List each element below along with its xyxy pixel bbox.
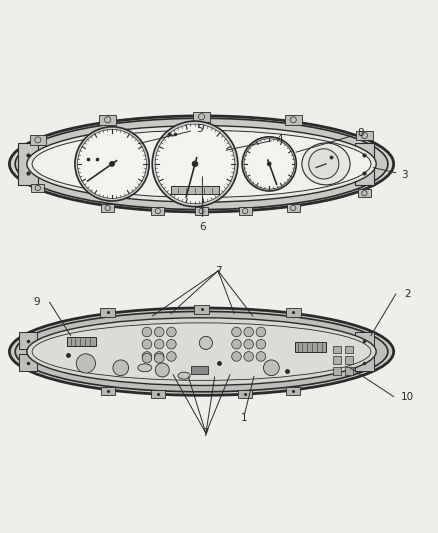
FancyBboxPatch shape <box>29 135 46 144</box>
Circle shape <box>268 162 271 166</box>
Text: 1: 1 <box>241 414 247 423</box>
FancyBboxPatch shape <box>345 357 353 364</box>
FancyBboxPatch shape <box>195 207 208 215</box>
FancyBboxPatch shape <box>31 184 44 192</box>
FancyBboxPatch shape <box>295 343 326 352</box>
Circle shape <box>256 327 266 337</box>
Circle shape <box>232 352 241 361</box>
FancyBboxPatch shape <box>355 332 374 350</box>
Circle shape <box>76 354 95 373</box>
FancyBboxPatch shape <box>356 131 373 140</box>
Text: 3: 3 <box>373 167 408 180</box>
Circle shape <box>152 121 238 207</box>
FancyBboxPatch shape <box>18 332 37 350</box>
Circle shape <box>192 161 198 166</box>
Circle shape <box>242 137 296 191</box>
Text: 7: 7 <box>215 266 222 276</box>
Circle shape <box>166 340 176 349</box>
Circle shape <box>110 161 114 166</box>
Ellipse shape <box>32 130 371 198</box>
Text: 2: 2 <box>404 289 411 299</box>
FancyBboxPatch shape <box>332 345 341 353</box>
Circle shape <box>155 363 169 377</box>
Circle shape <box>155 124 235 204</box>
Circle shape <box>166 352 176 361</box>
Circle shape <box>232 340 241 349</box>
FancyBboxPatch shape <box>193 112 210 122</box>
FancyBboxPatch shape <box>194 305 209 313</box>
Circle shape <box>142 327 152 337</box>
Circle shape <box>309 149 339 179</box>
Circle shape <box>232 327 241 337</box>
Ellipse shape <box>27 318 376 385</box>
Circle shape <box>199 336 212 350</box>
Circle shape <box>75 127 149 201</box>
Circle shape <box>154 327 164 337</box>
FancyBboxPatch shape <box>99 115 116 125</box>
FancyBboxPatch shape <box>286 387 300 395</box>
Circle shape <box>78 130 147 198</box>
Circle shape <box>166 327 176 337</box>
Circle shape <box>142 352 152 361</box>
FancyBboxPatch shape <box>238 390 252 398</box>
Text: 4: 4 <box>226 134 283 150</box>
Ellipse shape <box>15 311 388 392</box>
Ellipse shape <box>15 118 388 209</box>
Circle shape <box>154 352 164 361</box>
Circle shape <box>264 360 279 376</box>
Text: 10: 10 <box>401 392 414 401</box>
FancyBboxPatch shape <box>358 189 371 197</box>
FancyBboxPatch shape <box>355 354 374 372</box>
Circle shape <box>244 327 254 337</box>
FancyBboxPatch shape <box>101 387 115 395</box>
FancyBboxPatch shape <box>101 204 114 212</box>
Ellipse shape <box>10 116 394 212</box>
Text: 6: 6 <box>199 177 206 232</box>
Circle shape <box>244 352 254 361</box>
Ellipse shape <box>32 323 371 381</box>
FancyBboxPatch shape <box>171 187 219 195</box>
FancyBboxPatch shape <box>287 204 300 212</box>
Ellipse shape <box>302 143 350 185</box>
Text: 9: 9 <box>33 297 40 308</box>
FancyBboxPatch shape <box>345 367 353 375</box>
FancyBboxPatch shape <box>239 207 252 215</box>
FancyBboxPatch shape <box>355 143 374 184</box>
FancyBboxPatch shape <box>18 143 38 184</box>
Circle shape <box>256 340 266 349</box>
Text: 5: 5 <box>139 124 203 143</box>
FancyBboxPatch shape <box>345 345 353 353</box>
FancyBboxPatch shape <box>332 357 341 364</box>
FancyBboxPatch shape <box>285 115 301 125</box>
FancyBboxPatch shape <box>151 207 164 215</box>
FancyBboxPatch shape <box>332 367 341 375</box>
FancyBboxPatch shape <box>286 308 301 317</box>
Circle shape <box>142 340 152 349</box>
FancyBboxPatch shape <box>151 390 165 398</box>
Circle shape <box>256 352 266 361</box>
Circle shape <box>154 353 164 363</box>
Circle shape <box>113 360 129 376</box>
Circle shape <box>142 353 152 363</box>
Circle shape <box>154 340 164 349</box>
Ellipse shape <box>138 364 152 372</box>
Circle shape <box>244 139 294 189</box>
FancyBboxPatch shape <box>67 337 95 346</box>
FancyBboxPatch shape <box>18 354 37 372</box>
Ellipse shape <box>10 308 394 395</box>
FancyBboxPatch shape <box>191 366 208 374</box>
Ellipse shape <box>178 372 190 379</box>
Circle shape <box>244 340 254 349</box>
Text: 7: 7 <box>203 429 209 438</box>
Ellipse shape <box>27 126 376 202</box>
FancyBboxPatch shape <box>100 308 115 317</box>
Text: 8: 8 <box>296 128 364 152</box>
